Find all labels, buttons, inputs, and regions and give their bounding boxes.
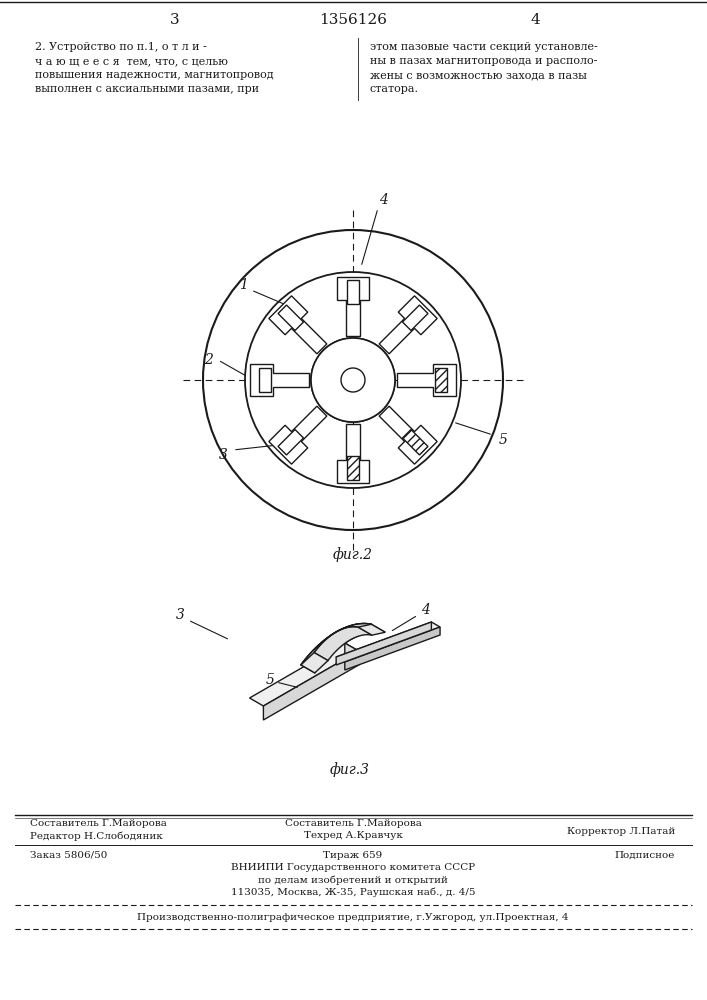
Text: ВНИИПИ Государственного комитета СССР: ВНИИПИ Государственного комитета СССР — [231, 863, 475, 872]
Polygon shape — [301, 624, 385, 673]
Text: по делам изобретений и открытий: по делам изобретений и открытий — [258, 875, 448, 885]
Polygon shape — [345, 627, 440, 670]
Text: 5: 5 — [498, 433, 508, 447]
Text: Техред А.Кравчук: Техред А.Кравчук — [303, 832, 402, 840]
Polygon shape — [250, 643, 358, 706]
Polygon shape — [345, 643, 358, 665]
Polygon shape — [358, 624, 385, 635]
Text: фиг.2: фиг.2 — [333, 548, 373, 562]
Text: Заказ 5806/50: Заказ 5806/50 — [30, 850, 107, 859]
Polygon shape — [336, 622, 440, 662]
Polygon shape — [278, 305, 303, 331]
Polygon shape — [336, 622, 431, 665]
Text: 3: 3 — [170, 13, 180, 27]
Text: выполнен с аксиальными пазами, при: выполнен с аксиальными пазами, при — [35, 84, 259, 94]
Polygon shape — [301, 624, 371, 665]
Text: 5: 5 — [266, 673, 274, 687]
Text: статора.: статора. — [370, 84, 419, 94]
Polygon shape — [435, 368, 447, 392]
Text: фиг.3: фиг.3 — [330, 763, 370, 777]
Polygon shape — [347, 456, 359, 480]
Polygon shape — [347, 280, 359, 304]
Polygon shape — [278, 429, 303, 455]
Text: 113035, Москва, Ж-35, Раушская наб., д. 4/5: 113035, Москва, Ж-35, Раушская наб., д. … — [230, 887, 475, 897]
Text: Редактор Н.Слободяник: Редактор Н.Слободяник — [30, 831, 163, 841]
Polygon shape — [269, 296, 327, 354]
Text: 4: 4 — [378, 193, 387, 207]
Polygon shape — [259, 368, 271, 392]
Circle shape — [311, 338, 395, 422]
Polygon shape — [402, 305, 428, 331]
Polygon shape — [337, 277, 369, 336]
Text: ч а ю щ е е с я  тем, что, с целью: ч а ю щ е е с я тем, что, с целью — [35, 56, 228, 66]
Polygon shape — [337, 424, 369, 483]
Text: Корректор Л.Патай: Корректор Л.Патай — [567, 826, 675, 836]
Polygon shape — [301, 653, 328, 673]
Text: Производственно-полиграфическое предприятие, г.Ужгород, ул.Проектная, 4: Производственно-полиграфическое предприя… — [137, 912, 568, 922]
Text: 3: 3 — [175, 608, 185, 622]
Polygon shape — [402, 429, 428, 455]
Polygon shape — [379, 296, 437, 354]
Text: жены с возможностью захода в пазы: жены с возможностью захода в пазы — [370, 70, 587, 80]
Polygon shape — [397, 364, 456, 396]
Circle shape — [311, 338, 395, 422]
Polygon shape — [314, 627, 372, 661]
Text: 1356126: 1356126 — [319, 13, 387, 27]
Text: 3: 3 — [218, 448, 228, 462]
Polygon shape — [269, 406, 327, 464]
Text: 2: 2 — [204, 353, 212, 367]
Text: 1: 1 — [238, 278, 247, 292]
Text: повышения надежности, магнитопровод: повышения надежности, магнитопровод — [35, 70, 274, 80]
Text: ны в пазах магнитопровода и располо-: ны в пазах магнитопровода и располо- — [370, 56, 597, 66]
Text: 2. Устройство по п.1, о т л и -: 2. Устройство по п.1, о т л и - — [35, 42, 206, 52]
Text: Составитель Г.Майорова: Составитель Г.Майорова — [30, 818, 167, 828]
Text: этом пазовые части секций установле-: этом пазовые части секций установле- — [370, 42, 597, 52]
Polygon shape — [264, 651, 358, 720]
Text: Тираж 659: Тираж 659 — [323, 850, 382, 859]
Text: Составитель Г.Майорова: Составитель Г.Майорова — [284, 818, 421, 828]
Text: 4: 4 — [530, 13, 540, 27]
Polygon shape — [379, 406, 437, 464]
Text: Подписное: Подписное — [614, 850, 675, 859]
Polygon shape — [250, 364, 309, 396]
Text: 4: 4 — [421, 603, 429, 617]
